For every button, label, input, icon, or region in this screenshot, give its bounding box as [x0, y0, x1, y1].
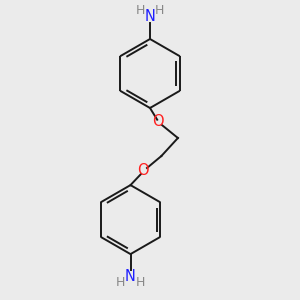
- Text: O: O: [138, 163, 149, 178]
- Text: H: H: [135, 276, 145, 290]
- Text: H: H: [136, 4, 145, 17]
- Text: N: N: [125, 269, 136, 284]
- Text: O: O: [153, 114, 164, 129]
- Text: N: N: [145, 9, 155, 24]
- Text: H: H: [116, 276, 126, 290]
- Text: H: H: [155, 4, 164, 17]
